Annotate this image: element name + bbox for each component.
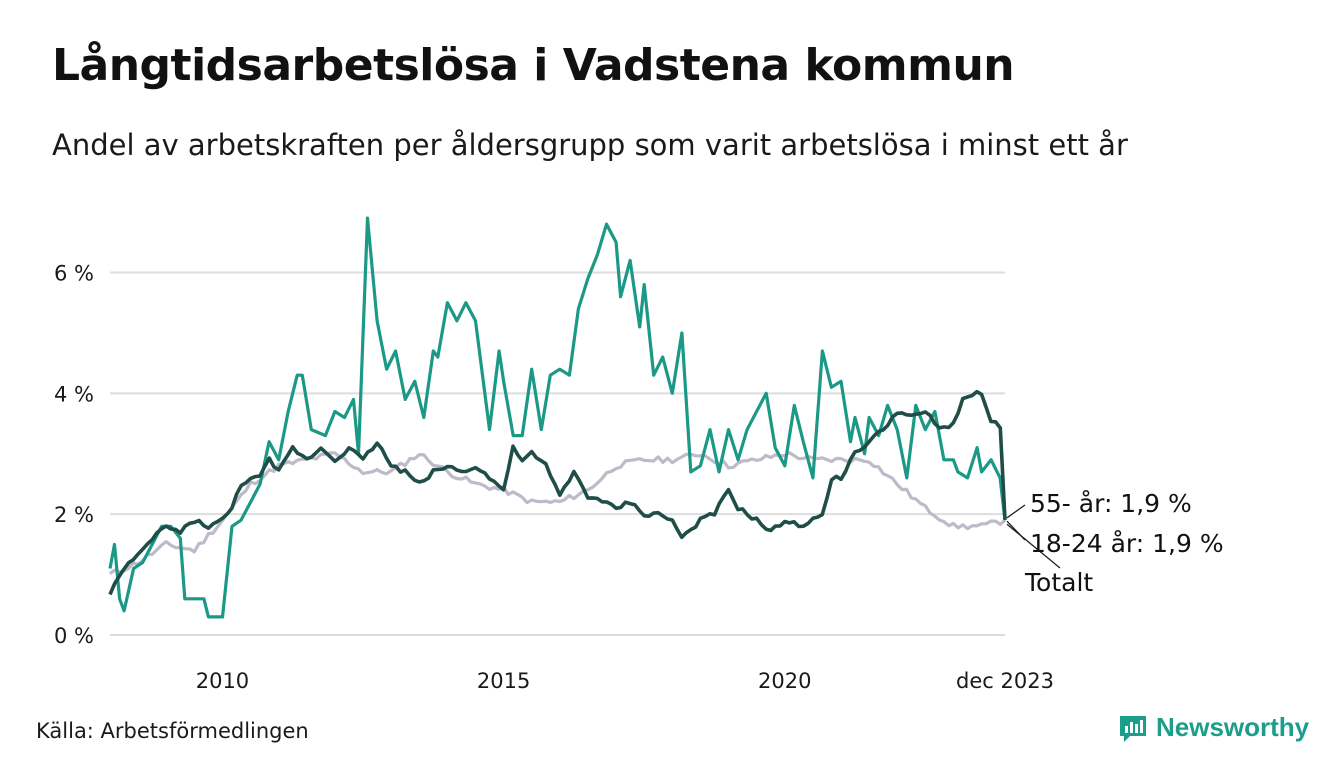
- x-tick-label: 2010: [196, 669, 249, 693]
- y-tick-label: 6 %: [54, 262, 94, 286]
- x-tick-label: 2015: [477, 669, 530, 693]
- series-end-label: 18-24 år: 1,9 %: [1030, 529, 1224, 558]
- chart-subtitle: Andel av arbetskraften per åldersgrupp s…: [52, 128, 1128, 162]
- source-note: Källa: Arbetsförmedlingen: [36, 719, 309, 743]
- brand-logo: Newsworthy: [1118, 712, 1309, 743]
- newsworthy-logo-icon: [1120, 715, 1146, 742]
- leader-line: [1006, 504, 1026, 519]
- end-labels: Totalt 18-24 år: 1,9 % 55- år: 1,9 %: [1006, 489, 1224, 597]
- series-lines: [108, 216, 1007, 619]
- leader-line: [1006, 523, 1061, 569]
- y-tick-label: 2 %: [54, 503, 94, 527]
- y-tick-label: 4 %: [54, 382, 94, 406]
- x-tick-label: 2020: [758, 669, 811, 693]
- x-axis-ticks: 2010 2015 2020 dec 2023: [196, 669, 1054, 693]
- series-line-1: [108, 216, 1007, 619]
- series-end-label: Totalt: [1024, 568, 1093, 597]
- leader-line: [1006, 520, 1026, 541]
- x-tick-label: dec 2023: [956, 669, 1054, 693]
- chart-title: Långtidsarbetslösa i Vadstena kommun: [52, 40, 1015, 91]
- brand-name: Newsworthy: [1156, 712, 1310, 742]
- y-axis-ticks: 0 % 2 % 4 % 6 %: [54, 262, 94, 649]
- gridlines: [110, 271, 1005, 636]
- series-line-2: [108, 389, 1007, 596]
- series-end-label: 55- år: 1,9 %: [1030, 489, 1192, 518]
- y-tick-label: 0 %: [54, 624, 94, 648]
